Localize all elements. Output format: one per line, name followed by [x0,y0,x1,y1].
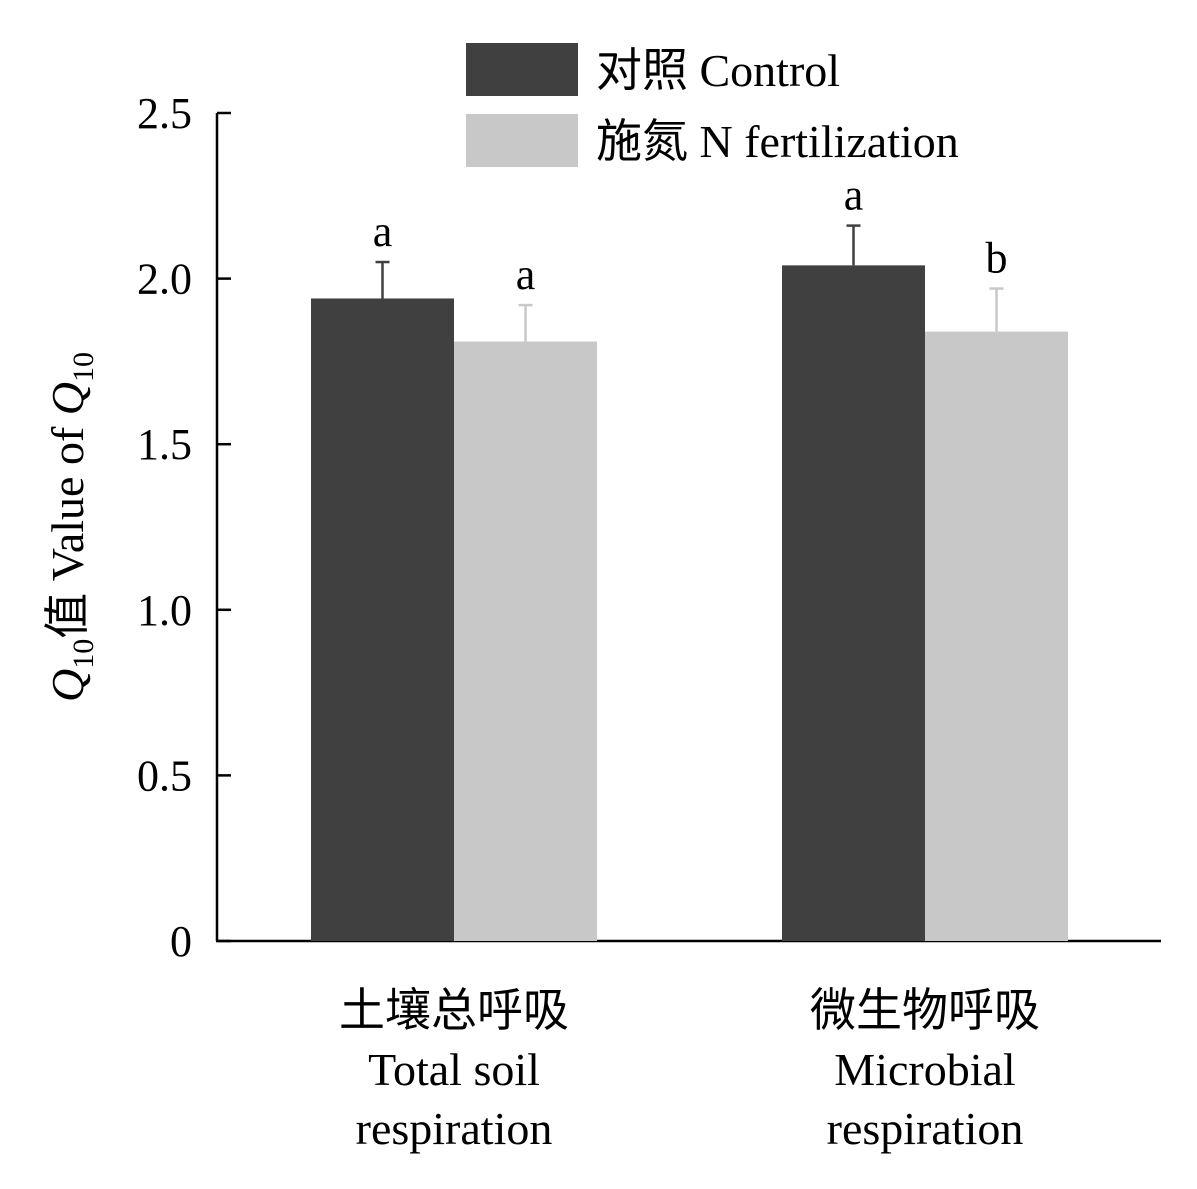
significance-letter: b [986,234,1008,283]
x-category-label: Microbial [834,1044,1015,1095]
y-ticks: 0 0.5 1.0 1.5 2.0 2.5 [137,89,231,966]
bar [782,265,925,941]
x-category-label: Total soil [368,1044,540,1095]
y-axis-label-en: Value of [42,415,93,593]
bar [925,331,1068,941]
legend-swatch [466,43,578,96]
significance-letter: a [844,171,864,220]
y-axis-label: Q10值 Value of Q10 [42,352,100,702]
y-tick-label: 2.5 [137,89,192,138]
x-category-label: respiration [356,1103,553,1154]
y-axis-label-q2-symbol: Q [42,382,93,415]
x-category-label: 微生物呼吸 [810,985,1040,1036]
legend-swatch [466,114,578,167]
x-category-label: 土壤总呼吸 [339,985,569,1036]
y-axis-label-q-symbol: Q [42,669,93,702]
legend-label: 对照 Control [596,45,840,96]
significance-letter: a [516,250,536,299]
x-axis-category-labels: 土壤总呼吸 Total soil respiration 微生物呼吸 Microbial… [339,985,1040,1154]
y-tick-label: 0 [170,917,192,966]
legend-label: 施氮 N fertilization [596,116,959,167]
y-tick-label: 2.0 [137,255,192,304]
bar [454,341,597,941]
y-tick-label: 0.5 [137,751,192,800]
y-axis-label-q2-subscript: 10 [67,352,100,382]
y-axis-label-q-subscript: 10 [67,639,100,669]
legend: 对照 Control 施氮 N fertilization [466,43,959,167]
svg-text:Q10值 Value of Q10: Q10值 Value of Q10 [42,352,100,702]
significance-letter: a [373,207,393,256]
bars: a a a b [311,171,1068,941]
bar [311,298,454,941]
y-tick-label: 1.0 [137,586,192,635]
x-category-label: respiration [827,1103,1024,1154]
y-tick-label: 1.5 [137,420,192,469]
y-axis-label-cn: 值 [42,593,93,639]
